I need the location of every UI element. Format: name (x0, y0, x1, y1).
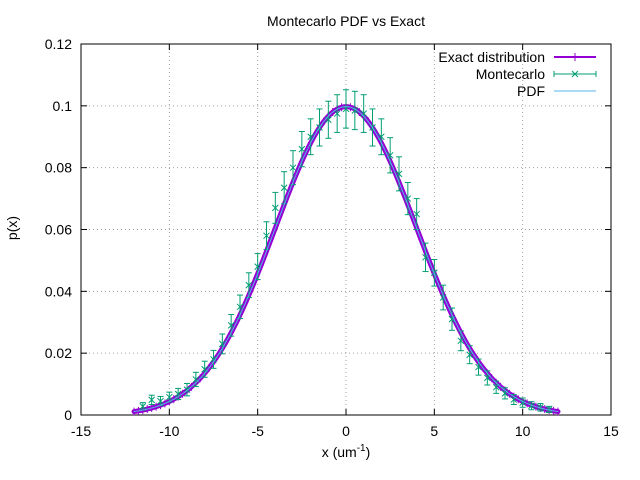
axis-ticks: -15 -10 -5 0 5 10 15 0 0.02 0.04 0.06 0.08 0.1 0.12 (45, 36, 619, 439)
x-tick-label: 15 (603, 423, 619, 439)
montecarlo-point (165, 391, 173, 403)
y-tick-label: 0.04 (45, 283, 72, 299)
montecarlo-series (139, 89, 553, 414)
y-tick-label: 0.08 (45, 160, 72, 176)
montecarlo-marker (545, 406, 553, 413)
montecarlo-point (139, 402, 147, 411)
legend-label: PDF (517, 83, 545, 99)
montecarlo-point (422, 242, 429, 273)
y-tick-label: 0 (64, 407, 72, 423)
x-axis-label-superscript: -1 (357, 443, 366, 454)
montecarlo-point (307, 118, 315, 156)
montecarlo-marker (165, 393, 173, 401)
montecarlo-point (536, 403, 544, 412)
series-layer (131, 89, 561, 416)
y-tick-label: 0.02 (45, 345, 72, 361)
montecarlo-point (386, 137, 394, 174)
montecarlo-point (183, 382, 191, 397)
montecarlo-point (448, 307, 456, 331)
montecarlo-marker (227, 321, 235, 329)
x-tick-label: -10 (159, 423, 179, 439)
x-tick-label: 0 (342, 423, 350, 439)
montecarlo-point (210, 349, 217, 369)
montecarlo-marker (263, 232, 270, 240)
legend-label: Montecarlo (476, 66, 545, 82)
montecarlo-marker (280, 184, 288, 192)
pdf-line (133, 106, 559, 413)
montecarlo-point (413, 198, 421, 230)
x-tick-label: -15 (71, 423, 91, 439)
montecarlo-marker (448, 315, 456, 323)
montecarlo-marker (528, 402, 535, 410)
montecarlo-marker (236, 303, 244, 311)
montecarlo-marker (360, 110, 368, 117)
montecarlo-point (263, 221, 270, 251)
montecarlo-point (439, 284, 447, 311)
x-axis-label-text: x (um (322, 444, 357, 460)
montecarlo-marker (457, 337, 465, 345)
x-tick-label: 10 (515, 423, 531, 439)
montecarlo-point (201, 360, 209, 378)
montecarlo-point (377, 118, 385, 156)
montecarlo-marker (174, 390, 182, 398)
legend-sample (554, 53, 596, 61)
montecarlo-marker (395, 170, 403, 178)
x-tick-label: -5 (251, 423, 264, 439)
montecarlo-marker (157, 397, 164, 405)
montecarlo-point (395, 156, 403, 192)
y-tick-label: 0.12 (45, 36, 72, 52)
montecarlo-point (360, 94, 368, 133)
montecarlo-marker (466, 351, 474, 359)
y-tick-label: 0.1 (53, 98, 73, 114)
montecarlo-point (457, 330, 465, 352)
montecarlo-point (545, 405, 553, 414)
montecarlo-marker (333, 110, 341, 117)
montecarlo-marker (413, 210, 421, 218)
montecarlo-marker (536, 403, 544, 411)
montecarlo-marker (271, 204, 279, 212)
montecarlo-marker (298, 145, 306, 153)
montecarlo-point (528, 401, 535, 411)
montecarlo-marker (148, 396, 156, 404)
montecarlo-marker (289, 164, 297, 172)
montecarlo-point (333, 94, 341, 133)
montecarlo-point (174, 387, 182, 401)
montecarlo-point (148, 394, 156, 405)
montecarlo-point (501, 387, 509, 400)
montecarlo-point (245, 272, 253, 299)
chart-title: Montecarlo PDF vs Exact (267, 13, 425, 29)
montecarlo-point (324, 100, 332, 139)
legend-label: Exact distribution (438, 49, 545, 65)
legend-sample (553, 70, 597, 78)
montecarlo-point (519, 397, 527, 408)
x-axis-label-close: ) (366, 444, 371, 460)
y-tick-label: 0.06 (45, 222, 72, 238)
montecarlo-marker (139, 402, 147, 410)
x-axis-label: x (um-1) (322, 443, 371, 460)
montecarlo-marker (210, 355, 217, 363)
montecarlo-marker (501, 390, 509, 397)
y-axis-label: p(x) (4, 216, 20, 240)
x-tick-label: 5 (430, 423, 438, 439)
montecarlo-marker (245, 281, 253, 289)
legend-marker (571, 70, 579, 78)
montecarlo-point (289, 150, 297, 186)
